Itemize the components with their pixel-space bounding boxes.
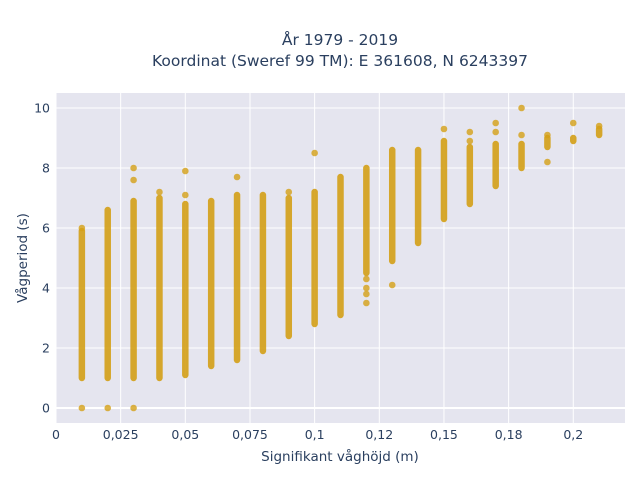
data-point	[285, 188, 293, 196]
x-tick-label: 0,2	[563, 427, 583, 442]
y-tick-label: 10	[34, 101, 50, 116]
data-point	[311, 149, 318, 157]
data-point	[233, 173, 241, 181]
data-point	[156, 188, 163, 196]
data-point	[104, 404, 112, 412]
chart-title-line2: Koordinat (Sweref 99 TM): E 361608, N 62…	[152, 52, 528, 70]
data-point	[466, 128, 474, 136]
data-point	[440, 125, 448, 133]
y-tick-label: 0	[42, 401, 50, 416]
data-point	[595, 122, 603, 130]
x-tick-label: 0,18	[495, 427, 523, 442]
data-point	[78, 404, 86, 412]
chart-title-line1: År 1979 - 2019	[282, 30, 398, 49]
data-point	[78, 224, 86, 232]
data-point	[388, 281, 396, 289]
x-tick-label: 0,1	[305, 427, 325, 442]
x-tick-label: 0,075	[232, 427, 268, 442]
x-tick-label: 0,12	[365, 427, 393, 442]
data-points	[78, 104, 603, 412]
y-axis-title: Vågperiod (s)	[14, 213, 31, 303]
data-point	[182, 167, 189, 175]
data-point	[363, 290, 370, 298]
x-tick-label: 0,05	[171, 427, 199, 442]
grid-lines	[55, 93, 625, 423]
y-tick-label: 4	[42, 281, 50, 296]
data-point	[518, 131, 525, 139]
x-axis-ticks: 0 0,025 0,05 0,075 0,1 0,12 0,15 0,18 0,2	[52, 427, 583, 442]
y-tick-label: 2	[42, 341, 50, 356]
data-point	[130, 404, 137, 412]
x-tick-label: 0	[52, 427, 60, 442]
y-axis-ticks: 0 2 4 6 8 10	[34, 101, 50, 416]
data-point	[492, 119, 499, 127]
data-point	[466, 137, 474, 145]
x-tick-label: 0,15	[430, 427, 458, 442]
data-point	[130, 164, 137, 172]
data-point	[544, 158, 551, 166]
data-point	[182, 191, 189, 199]
data-point	[518, 104, 525, 112]
data-point	[544, 131, 551, 139]
data-point	[363, 284, 370, 292]
data-point	[363, 299, 370, 307]
data-point	[363, 275, 370, 283]
y-tick-label: 8	[42, 161, 50, 176]
x-tick-label: 0,025	[103, 427, 139, 442]
data-point	[130, 176, 137, 184]
x-axis-title: Signifikant våghöjd (m)	[261, 448, 419, 465]
data-point	[492, 128, 499, 136]
data-point	[569, 119, 577, 127]
y-tick-label: 6	[42, 221, 50, 236]
